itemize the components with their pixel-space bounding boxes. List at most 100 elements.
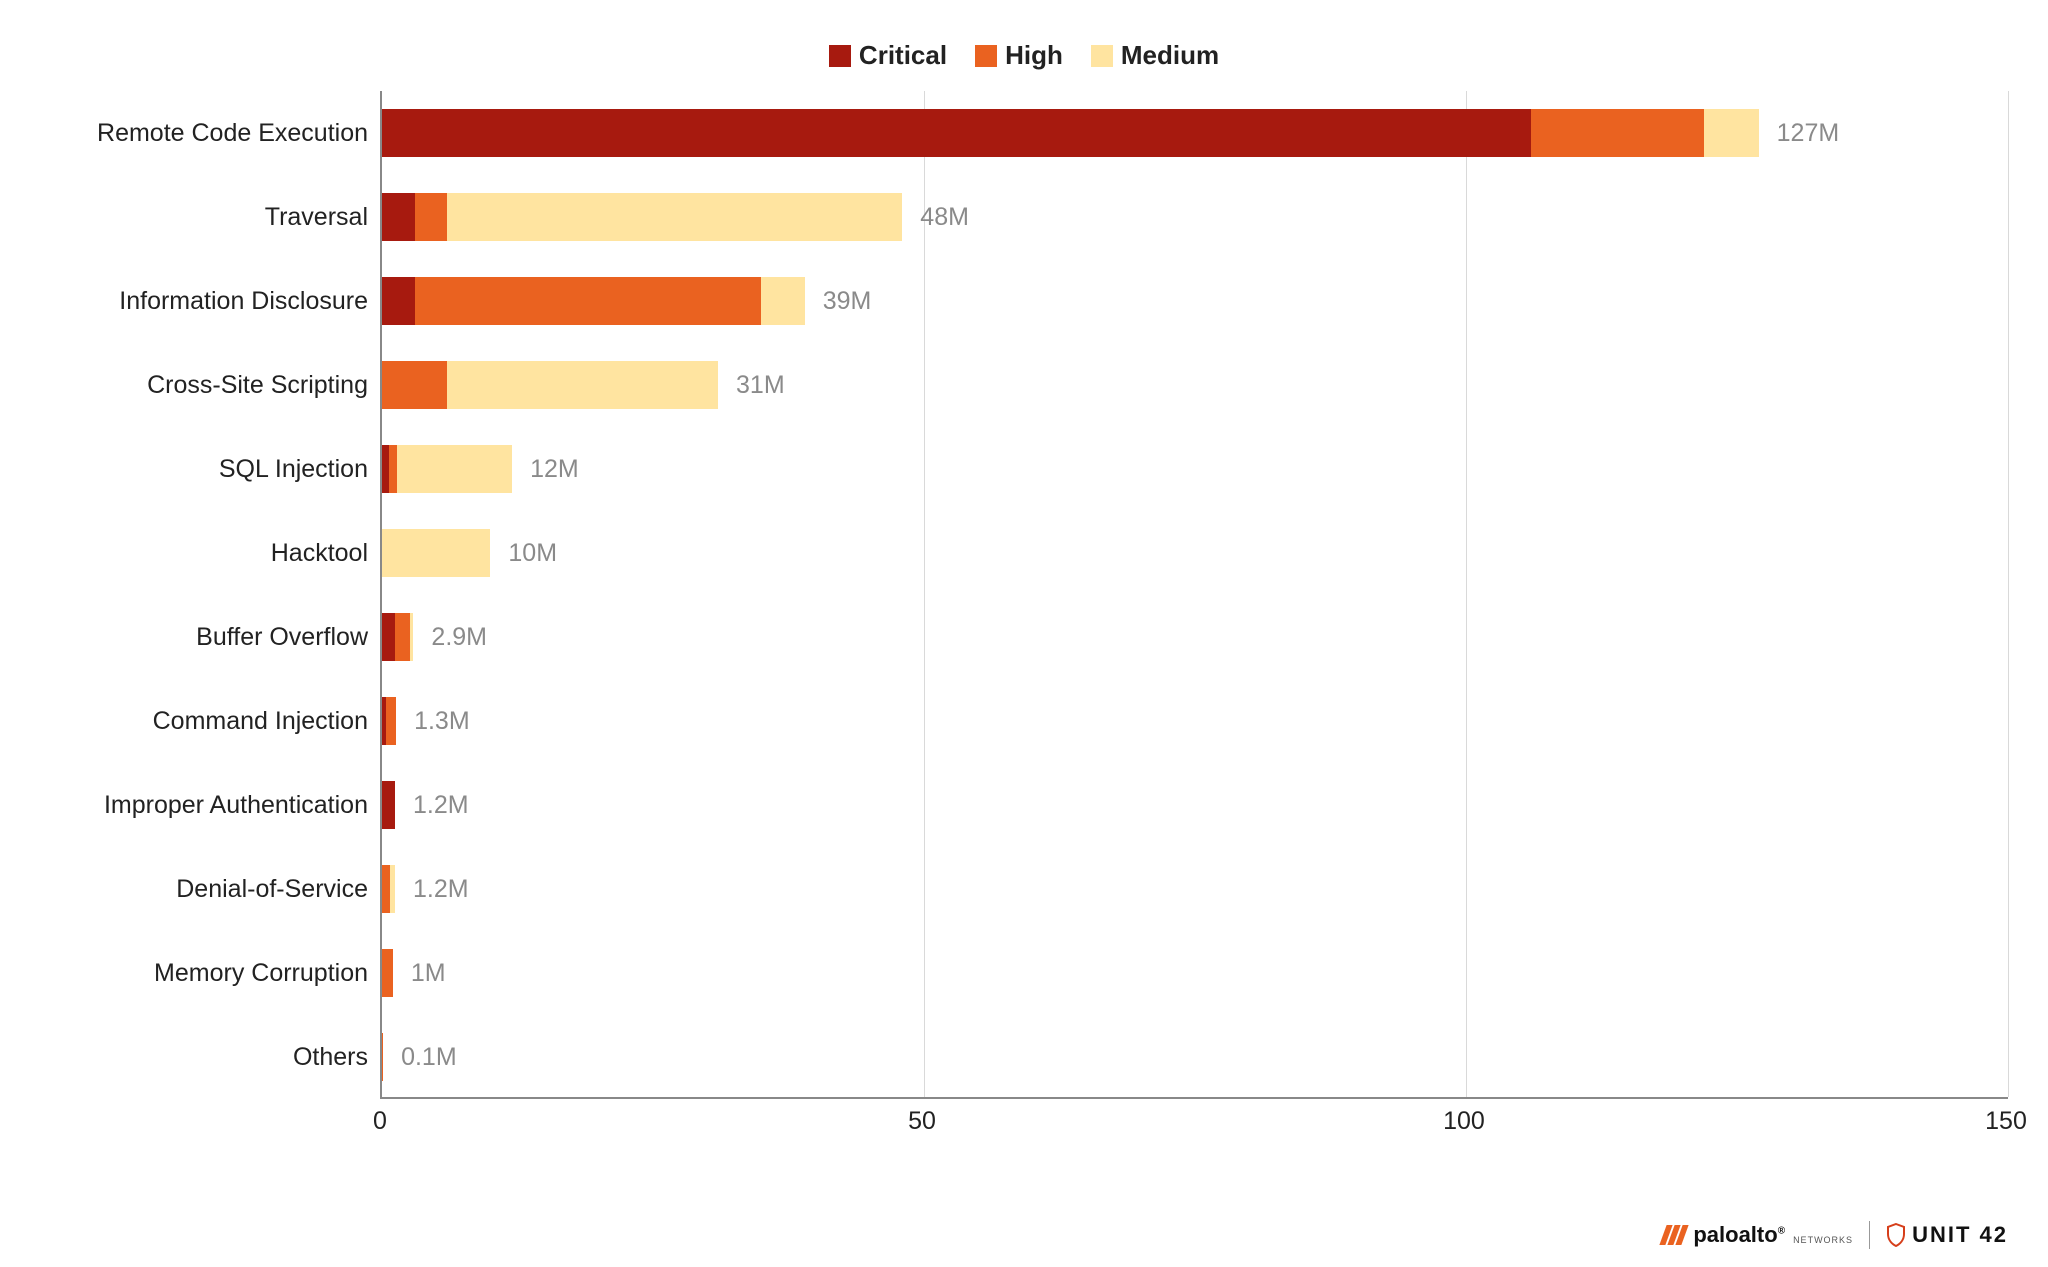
bar-stack bbox=[382, 613, 413, 661]
bar-stack bbox=[382, 865, 395, 913]
category-label: Information Disclosure bbox=[40, 259, 368, 343]
bar-segment-high bbox=[415, 277, 762, 325]
bar-segment-high bbox=[382, 361, 447, 409]
legend-swatch-critical bbox=[829, 45, 851, 67]
legend-label: Medium bbox=[1121, 40, 1219, 71]
gridline bbox=[2008, 91, 2009, 1097]
bar-segment-high bbox=[395, 613, 410, 661]
bar-segment-medium bbox=[447, 193, 902, 241]
x-tick-label: 150 bbox=[1985, 1107, 2027, 1136]
bar-segment-medium bbox=[1704, 109, 1758, 157]
bar-row: 48M bbox=[382, 175, 2008, 259]
x-tick-label: 50 bbox=[908, 1107, 936, 1136]
bar-row: 31M bbox=[382, 343, 2008, 427]
bar-row: 10M bbox=[382, 511, 2008, 595]
bar-segment-medium bbox=[447, 361, 718, 409]
bar-segment-high bbox=[389, 445, 398, 493]
bar-row: 12M bbox=[382, 427, 2008, 511]
category-label: Buffer Overflow bbox=[40, 595, 368, 679]
legend-item-medium: Medium bbox=[1091, 40, 1219, 71]
legend-label: High bbox=[1005, 40, 1063, 71]
bar-stack bbox=[382, 361, 718, 409]
bar-stack bbox=[382, 949, 393, 997]
bar-stack bbox=[382, 529, 490, 577]
bar-value-label: 1.2M bbox=[413, 791, 469, 820]
bar-row: 1.2M bbox=[382, 763, 2008, 847]
bar-value-label: 39M bbox=[823, 287, 872, 316]
bar-value-label: 127M bbox=[1777, 119, 1840, 148]
unit42-text: UNIT 42 bbox=[1912, 1222, 2008, 1248]
bar-row: 127M bbox=[382, 91, 2008, 175]
bar-stack bbox=[382, 109, 1759, 157]
bar-segment-medium bbox=[397, 445, 512, 493]
bar-row: 2.9M bbox=[382, 595, 2008, 679]
category-label: Improper Authentication bbox=[40, 763, 368, 847]
bar-segment-high bbox=[382, 1033, 383, 1081]
bar-value-label: 31M bbox=[736, 371, 785, 400]
bar-segment-high bbox=[386, 697, 396, 745]
bar-segment-medium bbox=[410, 613, 413, 661]
bar-value-label: 12M bbox=[530, 455, 579, 484]
bar-segment-critical bbox=[382, 781, 395, 829]
unit42-logo: UNIT 42 bbox=[1886, 1222, 2008, 1248]
legend-swatch-high bbox=[975, 45, 997, 67]
category-label: Others bbox=[40, 1015, 368, 1099]
y-axis-labels: Remote Code ExecutionTraversalInformatio… bbox=[40, 91, 380, 1099]
bar-segment-high bbox=[382, 949, 393, 997]
category-label: Denial-of-Service bbox=[40, 847, 368, 931]
bar-value-label: 1M bbox=[411, 959, 446, 988]
bar-row: 1.2M bbox=[382, 847, 2008, 931]
bar-segment-critical bbox=[382, 613, 395, 661]
bars-region: 127M 48M 39M 31M 12M 10M 2.9M 1.3M 1.2M 1.2M 1M 0.1… bbox=[380, 91, 2008, 1099]
legend-label: Critical bbox=[859, 40, 947, 71]
bar-segment-high bbox=[1531, 109, 1704, 157]
bar-segment-high bbox=[415, 193, 448, 241]
bar-segment-critical bbox=[382, 109, 1531, 157]
category-label: Command Injection bbox=[40, 679, 368, 763]
footer-divider bbox=[1869, 1221, 1870, 1249]
bar-segment-medium bbox=[390, 865, 395, 913]
bar-segment-critical bbox=[382, 193, 415, 241]
bar-stack bbox=[382, 445, 512, 493]
legend: Critical High Medium bbox=[40, 40, 2008, 71]
legend-item-critical: Critical bbox=[829, 40, 947, 71]
bar-row: 0.1M bbox=[382, 1015, 2008, 1099]
x-axis: 050100150 bbox=[380, 1099, 2006, 1139]
bar-value-label: 1.2M bbox=[413, 875, 469, 904]
bar-stack bbox=[382, 1033, 383, 1081]
chart-container: Critical High Medium Remote Code Executi… bbox=[40, 40, 2008, 1207]
plot-area: Remote Code ExecutionTraversalInformatio… bbox=[40, 91, 2008, 1099]
category-label: SQL Injection bbox=[40, 427, 368, 511]
bar-stack bbox=[382, 697, 396, 745]
category-label: Cross-Site Scripting bbox=[40, 343, 368, 427]
paloalto-text: paloalto bbox=[1693, 1222, 1777, 1247]
category-label: Remote Code Execution bbox=[40, 91, 368, 175]
bar-segment-medium bbox=[761, 277, 804, 325]
bar-row: 39M bbox=[382, 259, 2008, 343]
footer-logos: paloalto® NETWORKS UNIT 42 bbox=[1663, 1221, 2008, 1249]
category-label: Memory Corruption bbox=[40, 931, 368, 1015]
paloalto-slashes-icon bbox=[1660, 1225, 1691, 1245]
bar-value-label: 2.9M bbox=[431, 623, 487, 652]
bar-value-label: 0.1M bbox=[401, 1043, 457, 1072]
category-label: Traversal bbox=[40, 175, 368, 259]
paloalto-logo: paloalto® NETWORKS bbox=[1663, 1222, 1853, 1248]
bar-row: 1M bbox=[382, 931, 2008, 1015]
legend-swatch-medium bbox=[1091, 45, 1113, 67]
x-tick-label: 0 bbox=[373, 1107, 387, 1136]
bar-row: 1.3M bbox=[382, 679, 2008, 763]
shield-icon bbox=[1886, 1223, 1906, 1247]
paloalto-subtext: NETWORKS bbox=[1793, 1235, 1853, 1245]
legend-item-high: High bbox=[975, 40, 1063, 71]
bar-value-label: 48M bbox=[920, 203, 969, 232]
bar-stack bbox=[382, 277, 805, 325]
category-label: Hacktool bbox=[40, 511, 368, 595]
bar-segment-medium bbox=[382, 529, 490, 577]
bar-stack bbox=[382, 193, 902, 241]
x-tick-label: 100 bbox=[1443, 1107, 1485, 1136]
bar-stack bbox=[382, 781, 395, 829]
bar-segment-critical bbox=[382, 277, 415, 325]
bar-value-label: 10M bbox=[508, 539, 557, 568]
bar-segment-high bbox=[382, 865, 390, 913]
bar-value-label: 1.3M bbox=[414, 707, 470, 736]
